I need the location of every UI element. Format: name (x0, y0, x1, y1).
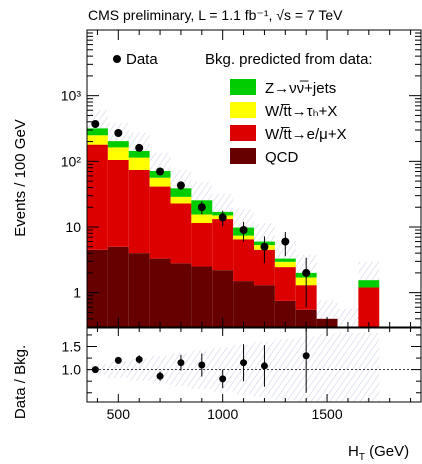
stack-bar (358, 287, 380, 327)
ratio-band-bin (337, 332, 359, 402)
stack-bar (149, 258, 171, 327)
data-point (135, 143, 144, 152)
stack-bar (170, 188, 192, 197)
ratio-point (219, 375, 227, 383)
stack-bar (274, 300, 296, 327)
data-point (176, 181, 185, 190)
stack-bar (254, 285, 275, 327)
stack-bar (128, 253, 150, 327)
ratio-point (302, 352, 310, 360)
ratio-point (177, 359, 185, 367)
stack-bar (107, 246, 129, 327)
data-point (91, 120, 100, 129)
y-tick-label: 10 (65, 219, 81, 235)
stack-bar (274, 267, 296, 301)
ratio-uncertainty-band (87, 332, 380, 402)
uncertainty-band-bin (337, 308, 359, 327)
ratio-point (156, 372, 164, 380)
stack-bar (212, 270, 234, 327)
ratio-point (114, 356, 122, 364)
x-tick-label: 1000 (207, 406, 238, 422)
legend-swatch-z (230, 79, 256, 95)
stack-bar (170, 203, 192, 264)
chart-title: CMS preliminary, L = 1.1 fb⁻¹, √s = 7 Te… (88, 7, 343, 23)
stack-bar (233, 281, 254, 327)
y-tick-label: 1 (73, 285, 81, 301)
ratio-axis-ticks: 500 1000 1500 1.0 1.5 (62, 328, 421, 422)
data-point (281, 237, 290, 246)
legend-data-label: Data (126, 51, 158, 68)
main-plot-frame (86, 29, 422, 328)
legend-label-z: Z→νν̅+jets (265, 80, 336, 97)
data-point (114, 129, 123, 138)
legend-label-tau: W/t̅t→τₕ+X (265, 103, 337, 120)
ratio-point (240, 359, 248, 367)
legend-swatch-qcd (230, 148, 256, 164)
ratio-band-bin (107, 361, 129, 378)
stack-bar (128, 157, 150, 170)
stack-bar (170, 196, 192, 204)
stack-bar (191, 214, 213, 224)
legend: Data Bkg. predicted from data: Z→νν̅+jet… (113, 51, 373, 166)
ratio-y-axis-label: Data / Bkg. (12, 345, 29, 419)
legend-label-qcd: QCD (265, 149, 299, 166)
stack-bar (274, 258, 296, 262)
stack-bar (107, 159, 129, 247)
data-point (239, 226, 248, 235)
stack-bar (87, 135, 108, 145)
main-axis-ticks: 1 10 10² 10³ (61, 30, 421, 328)
ratio-point (198, 361, 206, 369)
stack-bar (233, 239, 254, 282)
data-point (260, 242, 269, 251)
stack-bar (254, 249, 275, 286)
ratio-y-tick-label: 1.5 (62, 339, 82, 355)
stack-bar (191, 266, 213, 327)
ratio-band-bin (358, 332, 380, 402)
data-point (197, 203, 206, 212)
data-point (156, 167, 165, 176)
main-data-points (91, 120, 311, 308)
x-axis-label: HT (GeV) (348, 443, 409, 463)
y-tick-label: 10² (61, 153, 82, 169)
data-point (302, 268, 311, 277)
legend-label-lep: W/t̅t→e/μ+X (265, 126, 347, 143)
stack-bar (149, 177, 171, 187)
ratio-point (260, 362, 268, 370)
stack-bar (295, 309, 317, 327)
stack-bar (128, 169, 150, 254)
stack-bar (107, 147, 129, 160)
stack-bar (107, 141, 129, 148)
data-point (218, 213, 227, 222)
main-y-axis-label: Events / 100 GeV (12, 119, 29, 237)
ratio-band-bin (274, 339, 296, 401)
stack-bar (191, 223, 213, 267)
stack-bar (87, 144, 108, 250)
legend-data-marker (113, 55, 121, 63)
stack-bar (149, 186, 171, 259)
stack-bar (170, 263, 192, 327)
ratio-band-bin (316, 333, 338, 402)
stack-bar (87, 128, 108, 136)
stack-bar (128, 150, 150, 158)
ratio-y-tick-label: 1.0 (62, 362, 82, 378)
stack-bar (212, 219, 234, 271)
stack-bar (358, 280, 380, 288)
legend-bkg-header: Bkg. predicted from data: (205, 51, 373, 68)
ratio-plot-frame (86, 327, 422, 403)
stack-bar (274, 261, 296, 268)
legend-swatch-lep (230, 125, 256, 141)
legend-swatch-tau (230, 102, 256, 118)
y-tick-label: 10³ (61, 88, 82, 104)
ratio-point (135, 355, 143, 363)
x-tick-label: 500 (107, 406, 131, 422)
x-tick-label: 1500 (311, 406, 342, 422)
